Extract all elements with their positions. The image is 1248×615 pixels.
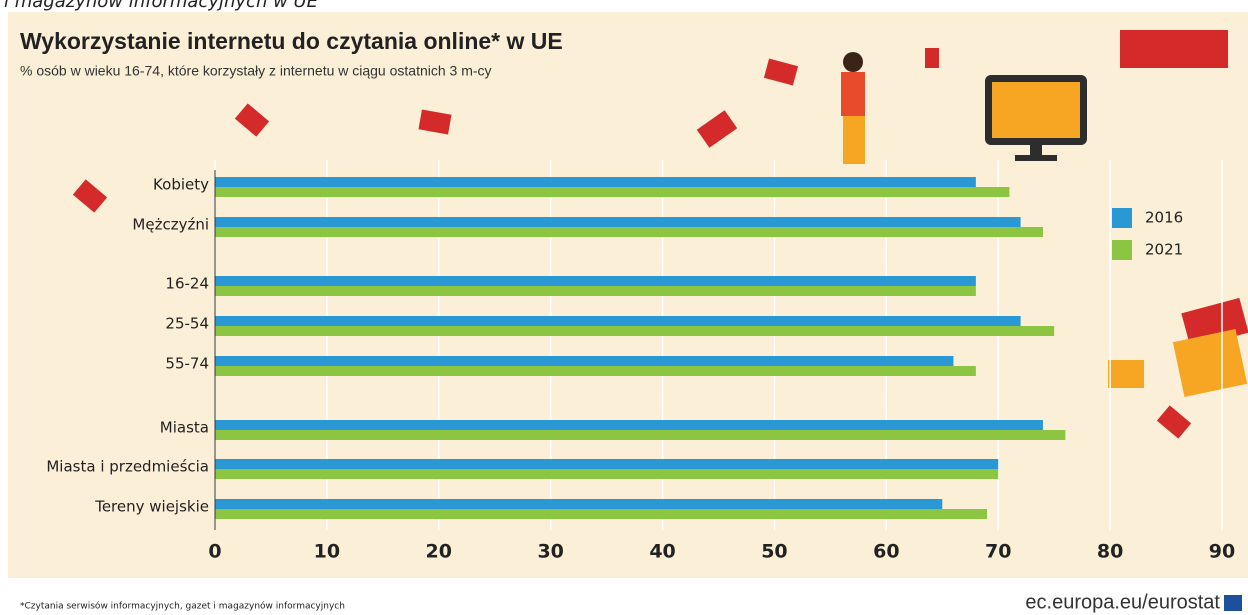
bar [215,177,976,187]
x-tick-label: 50 [761,541,787,563]
legend-swatch [1112,240,1132,260]
x-tick-label: 70 [985,541,1011,563]
x-tick-label: 30 [537,541,563,563]
bar [215,326,1054,336]
chart: i magazynów informacyjnych w UE Wykorzys… [0,0,1248,615]
y-tick-label: 55-74 [165,355,209,373]
y-tick-label: Kobiety [153,176,209,194]
x-tick-label: 60 [873,541,899,563]
x-tick-label: 20 [426,541,452,563]
bar [215,420,1043,430]
bar [215,469,998,479]
header-text: i magazynów informacyjnych w UE [4,0,319,12]
y-tick-label: 25-54 [165,315,209,333]
y-tick-label: 16-24 [165,275,209,293]
bar [215,499,942,509]
y-tick-label: Tereny wiejskie [94,498,209,516]
y-tick-label: Mężczyźni [132,216,209,234]
legend-label: 2016 [1145,209,1183,227]
bar [215,366,976,376]
legend-swatch [1112,208,1132,228]
legend-label: 2021 [1145,241,1183,259]
bar [215,316,1021,326]
bar [215,276,976,286]
chart-title: Wykorzystanie internetu do czytania onli… [20,28,563,54]
y-tick-label: Miasta [160,419,209,437]
y-tick-label: Miasta i przedmieścia [46,458,209,476]
bar [215,217,1021,227]
bar [215,430,1065,440]
bar [215,459,998,469]
bar [215,227,1043,237]
bar [215,356,953,366]
eu-flag [1224,595,1242,611]
bar [215,187,1009,197]
footnote: *Czytania serwisów informacyjnych, gazet… [20,601,345,612]
x-tick-label: 40 [649,541,675,563]
x-tick-label: 80 [1097,541,1123,563]
source: ec.europa.eu/eurostat [1025,591,1220,613]
bar [215,509,987,519]
x-tick-label: 10 [314,541,340,563]
bar [215,286,976,296]
x-tick-label: 0 [208,541,221,563]
x-tick-label: 90 [1209,541,1235,563]
page: i magazynów informacyjnych w UE Wykorzys… [0,0,1248,615]
chart-subtitle: % osób w wieku 16-74, które korzystały z… [20,63,492,79]
